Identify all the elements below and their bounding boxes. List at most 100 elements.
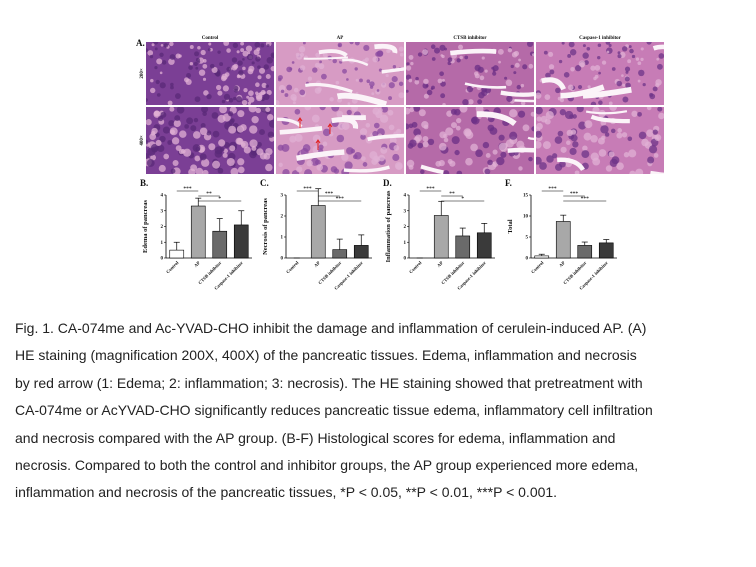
tissue-cell [267, 131, 274, 138]
tissue-cell [505, 139, 514, 148]
tissue-cell [545, 72, 551, 79]
tissue-gap [279, 126, 323, 135]
tissue-cell [255, 107, 261, 114]
tissue-cell [544, 94, 551, 100]
x-tick-label: Control [530, 260, 545, 275]
tissue-cell [517, 110, 526, 118]
significance-label: *** [303, 186, 312, 192]
tissue-cell [212, 160, 221, 169]
tissue-cell [548, 64, 555, 70]
x-tick-label: AP [436, 260, 444, 268]
tissue-cell [506, 95, 513, 102]
tissue-cell [468, 99, 474, 105]
tissue-cell [346, 78, 349, 81]
tissue-cell [265, 107, 271, 113]
caption-line: Fig. 1. CA-074me and Ac-YVAD-CHO inhibit… [15, 320, 647, 336]
tissue-cell [292, 101, 296, 105]
tissue-cell [617, 51, 621, 55]
tissue-cell [289, 67, 293, 71]
tissue-cell [492, 65, 499, 72]
tissue-cell [427, 138, 435, 146]
tissue-cell [507, 48, 513, 53]
tissue-cell [331, 107, 340, 112]
tissue-cell [159, 82, 166, 89]
tissue-gap [342, 58, 369, 67]
tissue-cell [219, 62, 224, 67]
tissue-cell [509, 109, 518, 118]
tissue-cell [214, 149, 223, 158]
tissue-cell [243, 87, 248, 93]
x-tick-label: AP [558, 260, 566, 268]
tissue-cell [202, 169, 209, 174]
tissue-cell [314, 87, 322, 94]
tissue-cell [572, 114, 577, 119]
tissue-cell [597, 55, 601, 60]
tissue-cell [646, 42, 652, 45]
tissue-cell [229, 145, 236, 152]
tissue-cell [193, 131, 201, 139]
tissue-cell [155, 139, 162, 146]
tissue-cell [434, 47, 441, 54]
histology-image [146, 107, 274, 174]
tissue-cell [202, 59, 207, 63]
tissue-gap [336, 92, 388, 105]
tissue-cell [242, 66, 246, 71]
tissue-cell [254, 42, 261, 48]
tissue-cell [336, 110, 344, 118]
tissue-cell [514, 62, 520, 68]
tissue-cell [226, 48, 231, 53]
tissue-cell [169, 42, 174, 47]
tissue-cell [414, 79, 420, 85]
tissue-cell [456, 58, 461, 63]
tissue-cell [294, 108, 301, 115]
tissue-cell [153, 110, 160, 117]
tissue-cell [456, 117, 462, 124]
tissue-cell [438, 142, 447, 151]
column-label: Control [202, 36, 219, 41]
tissue-cell [437, 78, 443, 84]
tissue-cell [531, 126, 534, 132]
tissue-cell [372, 56, 379, 63]
tissue-cell [410, 61, 414, 66]
tissue-cell [206, 130, 212, 136]
tissue-gap [507, 147, 534, 153]
tissue-cell [149, 87, 156, 94]
tissue-cell [198, 69, 206, 76]
x-tick-label: Control [408, 260, 423, 275]
row-label: 200× [140, 68, 145, 79]
tissue-cell [233, 63, 239, 69]
tissue-cell [299, 89, 306, 96]
tissue-cell [314, 62, 320, 68]
tissue-cell [605, 165, 613, 172]
bar [332, 249, 348, 259]
tissue-cell [415, 76, 419, 81]
tissue-cell [611, 67, 616, 71]
tissue-cell [406, 62, 410, 66]
caption-line: necrosis. Compared to both the control a… [15, 457, 639, 473]
tissue-cell [617, 54, 622, 59]
tissue-cell [450, 108, 457, 115]
x-tick-label: AP [193, 260, 201, 268]
tissue-cell [202, 77, 207, 81]
tissue-cell [232, 42, 239, 49]
tissue-cell [369, 151, 378, 160]
tissue-cell [561, 42, 565, 45]
tissue-cell [500, 151, 507, 158]
column-label: AP [337, 36, 344, 41]
tissue-cell [601, 60, 607, 65]
tissue-cell [207, 48, 211, 52]
tissue-cell [629, 170, 636, 174]
tissue-cell [398, 92, 404, 99]
tissue-cell [248, 90, 254, 97]
tissue-cell [624, 76, 630, 82]
tissue-gap [514, 99, 534, 103]
tissue-cell [388, 82, 395, 89]
x-tick-label: Control [285, 260, 300, 275]
bar [310, 205, 326, 259]
tissue-cell [298, 46, 306, 53]
tissue-cell [559, 109, 567, 116]
caption-line: HE staining (magnification 200X, 400X) o… [15, 347, 637, 364]
tissue-gap [367, 133, 404, 142]
tissue-cell [423, 93, 429, 99]
tissue-cell [631, 54, 636, 59]
